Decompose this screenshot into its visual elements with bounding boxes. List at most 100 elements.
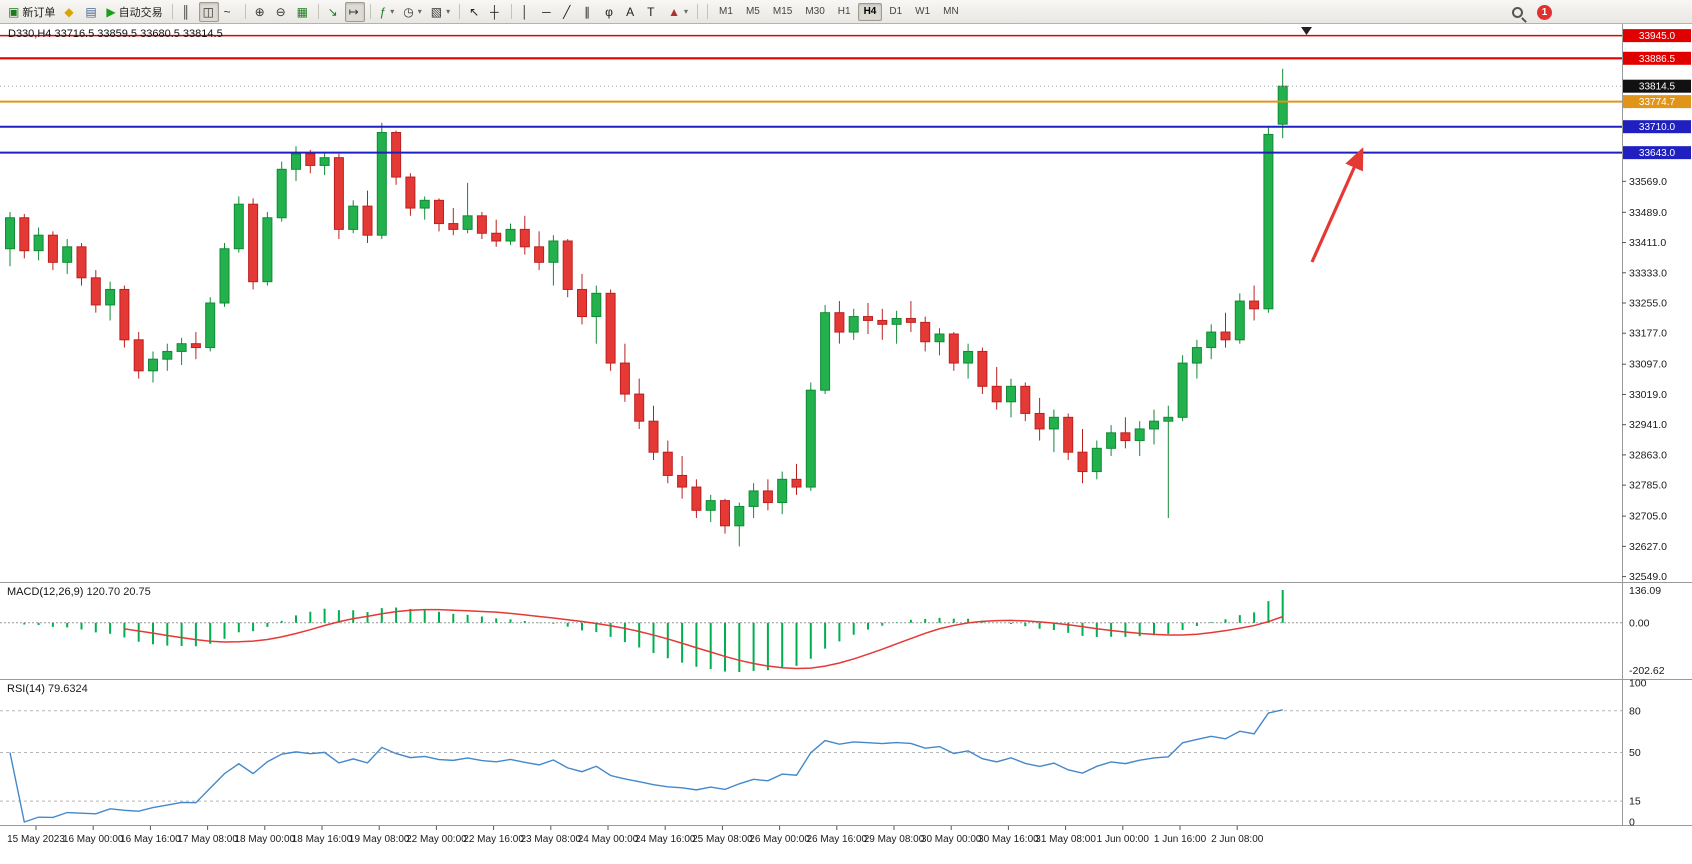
indicators-button[interactable]: ƒ ▾ bbox=[376, 2, 399, 22]
line-chart-button[interactable]: ~ bbox=[220, 2, 240, 22]
candle-body bbox=[891, 318, 902, 325]
bar-chart-button[interactable]: ║ bbox=[178, 2, 198, 22]
candle-body bbox=[1277, 85, 1288, 125]
equidistant-channel-button[interactable]: ∥ bbox=[580, 2, 600, 22]
candle-body bbox=[820, 312, 831, 391]
chevron-down-icon: ▾ bbox=[417, 7, 422, 16]
candle-body bbox=[1249, 300, 1260, 310]
timeframe-button-w1[interactable]: W1 bbox=[915, 6, 931, 17]
candle-body bbox=[534, 246, 545, 263]
candle-body bbox=[162, 350, 173, 360]
tile-windows-button[interactable]: ▦ bbox=[293, 2, 313, 22]
zoom-out-button[interactable]: ⊖ bbox=[272, 2, 292, 22]
zoom-in-button[interactable]: ⊕ bbox=[251, 2, 271, 22]
rsi-value: 79.6324 bbox=[47, 683, 88, 695]
fibonacci-button[interactable]: φ bbox=[601, 2, 621, 22]
metaeditor-icon: ◆ bbox=[64, 4, 74, 19]
toolbar-separator bbox=[317, 4, 319, 19]
trendline-icon: ╱ bbox=[563, 4, 571, 19]
time-tick-label: 15 May 2023 bbox=[7, 834, 65, 845]
price-tag-33710.0: 33710.0 bbox=[1623, 120, 1691, 134]
price-tag-33643.0: 33643.0 bbox=[1623, 146, 1691, 160]
time-tick-label: 17 May 08:00 bbox=[177, 834, 238, 845]
candle-body bbox=[405, 176, 416, 209]
candle-body bbox=[619, 362, 630, 395]
candle-body bbox=[476, 215, 487, 234]
timeframe-button-m1[interactable]: M1 bbox=[719, 6, 733, 17]
metaeditor-button[interactable]: ◆ bbox=[60, 2, 80, 22]
timeframe-button-m5[interactable]: M5 bbox=[745, 6, 760, 17]
search-icon[interactable] bbox=[1512, 6, 1523, 18]
chart-shift-button[interactable]: ↦ bbox=[344, 1, 365, 22]
candlestick-chart-button[interactable]: ◫ bbox=[198, 1, 219, 22]
candle-body bbox=[905, 318, 916, 323]
timeframe-button-mn[interactable]: MN bbox=[943, 6, 959, 17]
candle-body bbox=[920, 321, 931, 343]
autotrading-button[interactable]: ▶ 自动交易 bbox=[102, 2, 166, 22]
timeframe-button-h1[interactable]: H1 bbox=[837, 6, 851, 17]
zoom-out-icon: ⊖ bbox=[275, 4, 286, 19]
crosshair-button[interactable]: ┼ bbox=[486, 2, 506, 22]
alert-badge[interactable]: 1 bbox=[1537, 4, 1552, 20]
price-tick-label: 32785.0 bbox=[1629, 480, 1667, 492]
candle-body bbox=[1149, 420, 1159, 430]
equidistant-channel-icon: ∥ bbox=[584, 4, 591, 19]
tile-windows-icon: ▦ bbox=[296, 4, 308, 19]
new-order-button-label: 新订单 bbox=[22, 6, 56, 19]
vertical-line-button[interactable]: │ bbox=[517, 2, 537, 22]
candle-body bbox=[219, 248, 230, 304]
time-tick-label: 25 May 08:00 bbox=[692, 834, 753, 845]
candle-body bbox=[848, 316, 859, 333]
candle-body bbox=[133, 339, 144, 372]
templates-button[interactable]: ▧ ▾ bbox=[427, 2, 454, 22]
candle-body bbox=[977, 350, 988, 387]
candle-body bbox=[762, 490, 773, 504]
periods-button[interactable]: ◷ ▾ bbox=[399, 2, 426, 22]
candle-body bbox=[705, 500, 716, 511]
new-order-button[interactable]: ▣ 新订单 bbox=[4, 2, 59, 22]
chart-shift-marker[interactable] bbox=[1301, 27, 1312, 35]
candle-body bbox=[720, 500, 730, 527]
price-axis[interactable]: 33569.0 33489.0 33411.0 33333.0 33255.0 33177… bbox=[1622, 29, 1691, 583]
price-tick-label: 33411.0 bbox=[1629, 237, 1666, 249]
trend-arrow-annotation[interactable] bbox=[1310, 147, 1364, 263]
time-tick-label: 24 May 00:00 bbox=[578, 834, 639, 845]
candle-body bbox=[863, 316, 873, 321]
timeframe-button-h4[interactable]: H4 bbox=[857, 2, 883, 21]
horizontal-line-button[interactable]: ─ bbox=[538, 2, 558, 22]
auto-scroll-button[interactable]: ↘ bbox=[324, 2, 344, 22]
time-tick-label: 29 May 08:00 bbox=[864, 834, 925, 845]
price-tag-33945.0: 33945.0 bbox=[1623, 29, 1691, 43]
cursor-button[interactable]: ↖ bbox=[465, 2, 485, 22]
candle-body bbox=[577, 288, 587, 318]
auto-scroll-icon: ↘ bbox=[327, 4, 338, 19]
print-icon: ▤ bbox=[85, 4, 97, 19]
candle-body bbox=[834, 312, 845, 333]
candle-body bbox=[877, 319, 888, 325]
candle-body bbox=[948, 333, 959, 364]
candle-body bbox=[5, 217, 15, 250]
toolbar-separator bbox=[171, 4, 173, 19]
timeframe-button-m15[interactable]: M15 bbox=[772, 6, 793, 17]
price-tick-label: 32863.0 bbox=[1629, 449, 1667, 461]
text-button[interactable]: A bbox=[622, 2, 642, 22]
time-tick-label: 23 May 08:00 bbox=[520, 834, 581, 845]
candle-body bbox=[934, 333, 945, 343]
timeframe-button-d1[interactable]: D1 bbox=[889, 6, 903, 17]
price-tick-label: 32627.0 bbox=[1629, 541, 1667, 553]
rsi-axis-label: 100 bbox=[1629, 678, 1647, 690]
shapes-button[interactable]: ▲ ▾ bbox=[664, 2, 692, 22]
toolbar-separator bbox=[459, 4, 461, 19]
timeframe-button-m30[interactable]: M30 bbox=[805, 6, 825, 17]
crosshair-icon: ┼ bbox=[490, 4, 499, 19]
toolbar-separator bbox=[511, 4, 513, 19]
trendline-button[interactable]: ╱ bbox=[559, 2, 579, 22]
candle-body bbox=[1034, 412, 1045, 430]
text-label-button[interactable]: T bbox=[643, 2, 663, 22]
periods-icon: ◷ bbox=[403, 4, 414, 19]
candle-body bbox=[105, 288, 116, 306]
print-button[interactable]: ▤ bbox=[81, 2, 101, 22]
candlestick-chart-icon: ◫ bbox=[202, 4, 214, 19]
